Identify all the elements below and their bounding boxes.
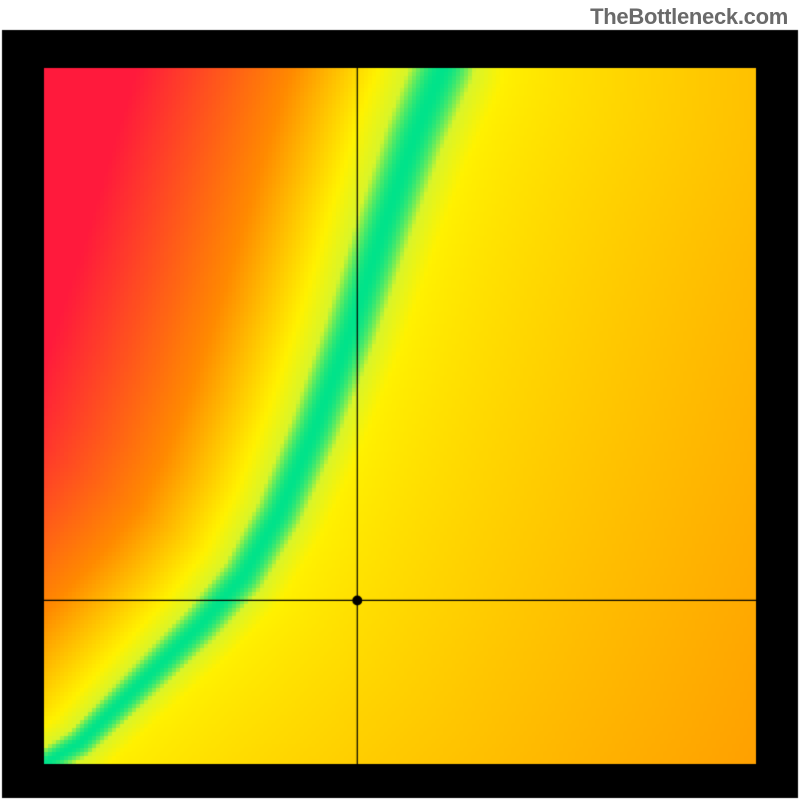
heatmap-canvas — [0, 0, 800, 800]
watermark-text: TheBottleneck.com — [590, 4, 788, 30]
